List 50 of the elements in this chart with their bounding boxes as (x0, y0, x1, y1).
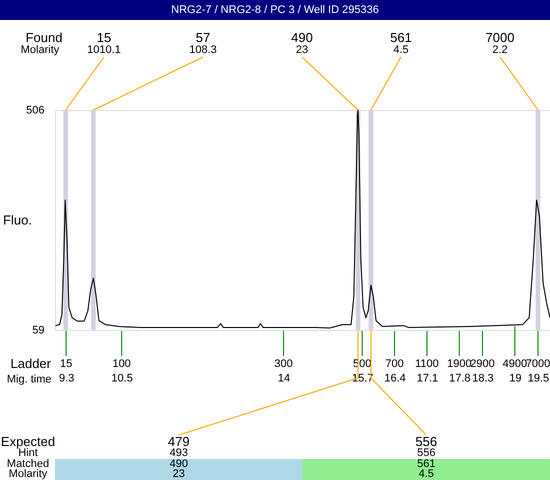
x-tick-label: 16.4 (384, 372, 406, 384)
text: Hint (18, 447, 38, 459)
annotation: 2900 (470, 358, 495, 370)
text: 556 (417, 447, 436, 459)
text: 490 (170, 458, 188, 470)
annotation: 7000 (526, 358, 550, 370)
text: 561 (417, 458, 436, 470)
text: Found (26, 30, 62, 45)
x-tick-label: 14 (278, 372, 290, 384)
text: Matched (6, 458, 50, 470)
x-tick-label: 15.7 (352, 372, 374, 384)
annotation: 300 (274, 358, 293, 370)
annotation: 4900 (502, 358, 528, 370)
text: Molarity (8, 468, 48, 480)
annotation: 490 (291, 30, 313, 45)
x-tick-label: 18.3 (472, 372, 494, 384)
text: Molarity (20, 44, 60, 56)
text: 4.5 (418, 468, 434, 480)
text: 23 (172, 468, 185, 480)
annotation: 561 (390, 30, 412, 45)
annotation: 7000 (486, 30, 514, 45)
text: 493 (170, 447, 188, 459)
y-tick-label: 59 (32, 324, 44, 336)
x-tick-label: 10.5 (111, 372, 133, 384)
annotation: 1100 (415, 358, 439, 370)
annotation: 15 (96, 30, 112, 45)
line-series (54, 110, 550, 329)
x-tick-label: 17.8 (449, 372, 471, 384)
text: 2.2 (492, 44, 508, 56)
x-tick-label: 17.1 (416, 372, 438, 384)
chart-title: NRG2-7 / NRG2-8 / PC 3 / Well ID 295336 (171, 4, 379, 16)
text: 23 (296, 44, 308, 56)
text: 108.3 (189, 44, 217, 56)
x-tick-label: 19 (509, 372, 522, 384)
x-tick-label: 9.3 (58, 372, 74, 384)
text: 4.5 (393, 44, 409, 56)
text: Ladder (10, 356, 52, 371)
annotation: 700 (385, 358, 404, 370)
x-axis-title: Mig. time (6, 374, 52, 386)
y-axis-title: Fluo. (3, 212, 32, 228)
annotation: 1900 (447, 358, 472, 370)
y-tick-label: 506 (26, 104, 44, 116)
annotation: 479 (168, 434, 190, 449)
annotation: 57 (196, 30, 210, 45)
text: Expected (0, 434, 56, 449)
annotation: 556 (415, 434, 438, 449)
annotation: 15 (60, 358, 72, 370)
x-tick-label: 19.5 (528, 372, 550, 384)
annotation: 100 (112, 358, 131, 370)
text: 1010.1 (87, 44, 121, 56)
